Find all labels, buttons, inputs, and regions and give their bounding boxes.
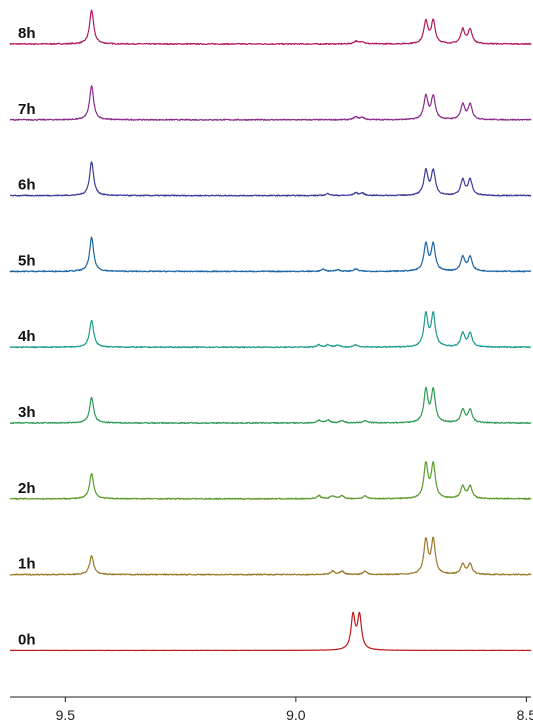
trace-label-0h: 0h — [18, 631, 36, 648]
spectrum-trace-8h — [9, 9, 532, 46]
spectrum-trace-6h — [9, 161, 532, 197]
trace-label-2h: 2h — [18, 480, 36, 497]
spectrum-trace-1h — [9, 536, 532, 576]
spectrum-trace-7h — [9, 85, 532, 121]
trace-label-5h: 5h — [18, 252, 36, 269]
trace-label-3h: 3h — [18, 404, 36, 421]
trace-label-6h: 6h — [18, 177, 36, 194]
spectrum-trace-5h — [9, 236, 532, 273]
spectrum-trace-2h — [9, 461, 532, 500]
spectrum-trace-3h — [9, 386, 532, 425]
x-axis-ticks: 9.5 9.0 8.5 — [56, 697, 533, 723]
x-tick-label: 8.5 — [517, 707, 533, 723]
trace-label-7h: 7h — [18, 101, 36, 118]
x-tick-label: 9.5 — [56, 707, 76, 723]
x-tick-label: 9.0 — [286, 707, 306, 723]
trace-label-8h: 8h — [18, 25, 36, 42]
spectra-traces — [9, 9, 532, 652]
trace-labels: 8h 7h 6h 5h 4h 3h 2h 1h 0h — [18, 25, 36, 648]
trace-label-4h: 4h — [18, 328, 36, 345]
spectrum-trace-4h — [9, 310, 532, 349]
spectrum-trace-0h — [9, 611, 532, 652]
trace-label-1h: 1h — [18, 556, 36, 573]
